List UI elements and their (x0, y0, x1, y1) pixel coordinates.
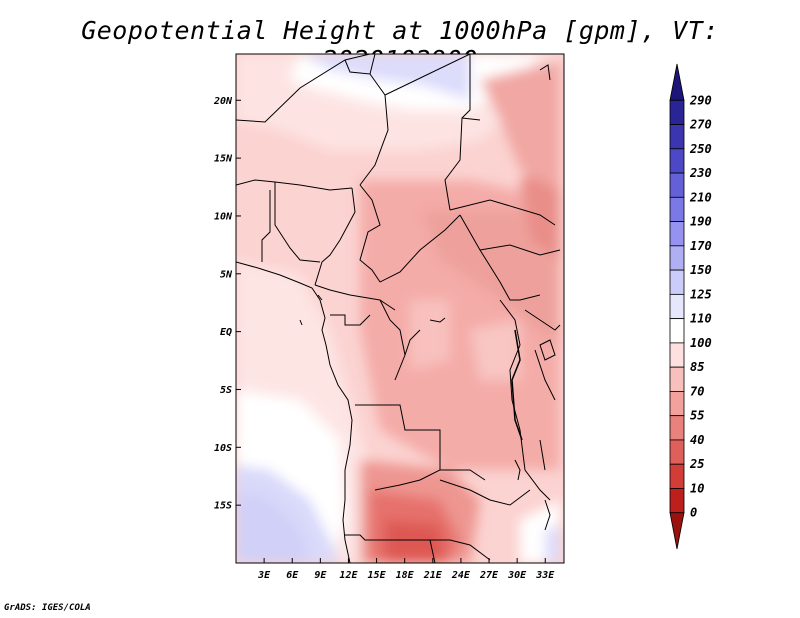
lon-tick-label: 30E (507, 570, 527, 581)
lon-tick-label: 6E (286, 570, 299, 581)
colorbar-swatch (669, 148, 685, 174)
height-field (236, 54, 564, 563)
colorbar-label: 125 (690, 287, 712, 301)
colorbar-swatch (669, 269, 685, 295)
lat-tick-label: 10S (214, 443, 232, 454)
lon-tick-label: 27E (479, 570, 499, 581)
colorbar-label: 70 (690, 384, 704, 398)
colorbar-swatch (669, 196, 685, 222)
lon-tick-label: 9E (314, 570, 327, 581)
lon-tick-label: 33E (535, 570, 555, 581)
lon-tick-label: 18E (396, 570, 415, 581)
colorbar-label: 170 (690, 239, 712, 253)
colorbar-swatch (669, 342, 685, 368)
colorbar-swatch (669, 512, 685, 550)
colorbar-swatch (669, 415, 685, 441)
colorbar-swatch (669, 318, 685, 344)
colorbar-label: 25 (689, 457, 704, 471)
colorbar-label: 100 (690, 336, 712, 350)
colorbar-label: 85 (690, 360, 704, 374)
longitude-axis: 3E 6E 9E 12E 15E 18E 21E 24E 27E 30E 33E (257, 558, 555, 581)
colorbar-swatch (669, 99, 685, 125)
country-borders (236, 54, 561, 563)
colorbar-label: 270 (689, 118, 712, 132)
latitude-axis: 20N 15N 10N 5N EQ 5S 10S 15S (213, 96, 241, 512)
lat-tick-label: 5S (220, 385, 232, 396)
lat-tick-label: 10N (214, 211, 233, 222)
colorbar-label: 110 (690, 312, 712, 326)
colorbar-label: 290 (689, 93, 712, 107)
colorbar-label: 210 (689, 190, 712, 204)
colorbar-label: 190 (690, 215, 712, 229)
map-frame (235, 53, 565, 564)
colorbar-swatch (669, 293, 685, 320)
lon-tick-label: 21E (423, 570, 443, 581)
lat-tick-label: EQ (220, 327, 232, 338)
grads-credit: GrADS: IGES/COLA (4, 603, 91, 613)
colorbar-label: 150 (690, 263, 712, 277)
colorbar-swatch (669, 172, 685, 198)
lat-tick-label: 15N (214, 154, 233, 165)
colorbar: 2902702502302101901701501251101008570554… (669, 63, 712, 550)
colorbar-label: 250 (689, 142, 712, 156)
colorbar-label: 0 (690, 506, 697, 520)
lat-tick-label: 5N (220, 269, 233, 280)
colorbar-swatch (669, 391, 685, 417)
colorbar-swatch (669, 124, 685, 150)
colorbar-label: 230 (689, 166, 712, 180)
colorbar-swatch (669, 366, 685, 392)
colorbar-label: 10 (690, 481, 704, 495)
lat-tick-label: 20N (213, 96, 233, 107)
colorbar-swatch (669, 245, 685, 271)
colorbar-swatch (669, 439, 685, 465)
lat-tick-label: 15S (214, 501, 232, 512)
colorbar-label: 55 (690, 409, 704, 423)
lon-tick-label: 12E (339, 570, 358, 581)
lon-tick-label: 24E (451, 570, 471, 581)
colorbar-swatch (669, 463, 685, 489)
colorbar-label: 40 (690, 433, 704, 447)
lon-tick-label: 3E (257, 570, 271, 581)
colorbar-swatch (669, 221, 685, 247)
colorbar-swatch (669, 63, 685, 101)
lon-tick-label: 15E (368, 570, 387, 581)
colorbar-swatch (669, 488, 685, 514)
